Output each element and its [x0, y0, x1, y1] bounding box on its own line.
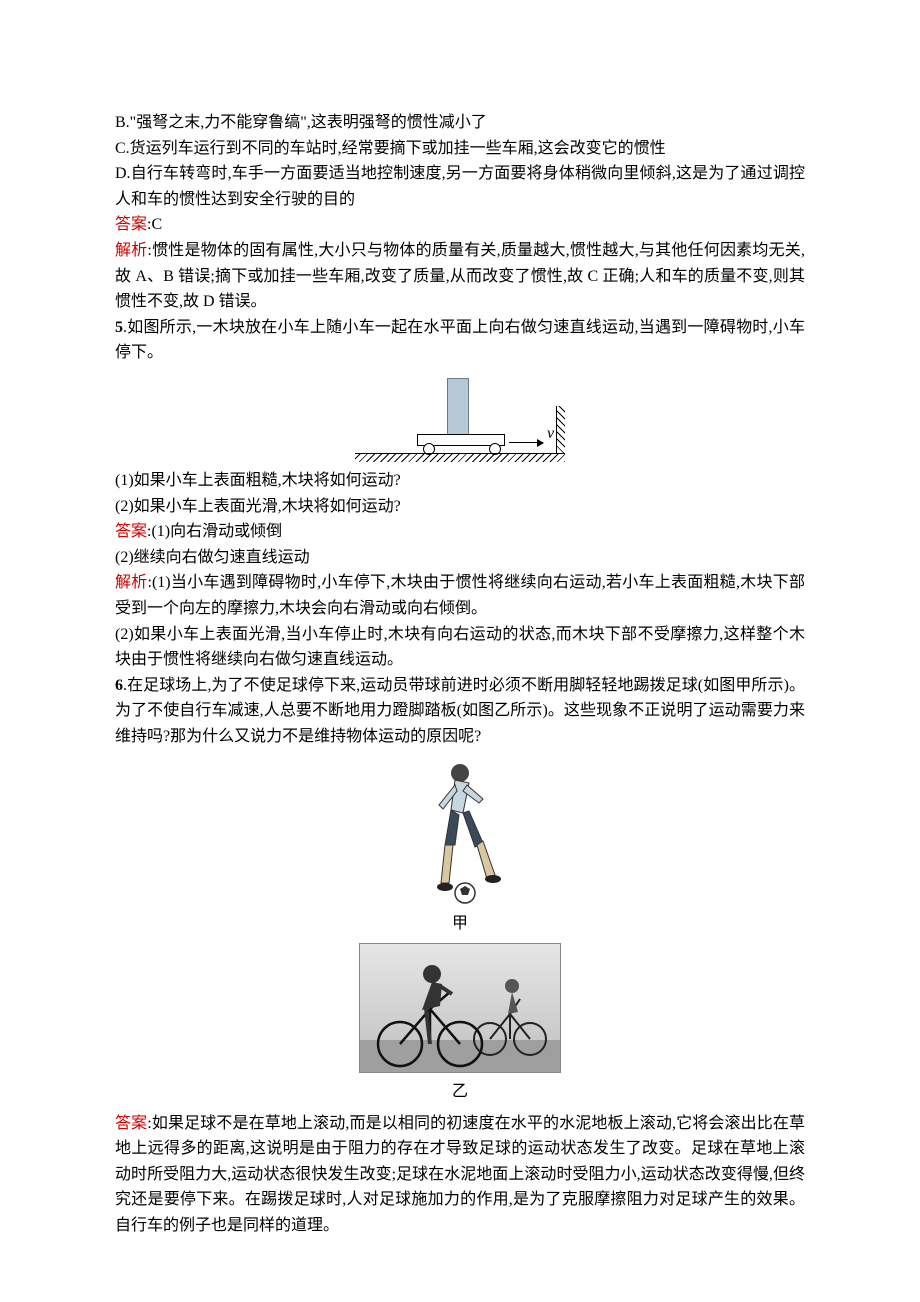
answer-label: 答案: [115, 216, 147, 233]
cart-block-diagram: v: [355, 372, 565, 462]
answer-label: 答案: [115, 1115, 147, 1132]
q6-ans-text: :如果足球不是在草地上滚动,而是以相同的初速度在水平的水泥地板上滚动,它将会滚出…: [115, 1115, 805, 1234]
q5-ans1: :(1)向右滑动或倾倒: [147, 523, 282, 540]
q4-answer: 答案:C: [115, 212, 805, 238]
q5-exp1: :(1)当小车遇到障碍物时,小车停下,木块由于惯性将继续向右运动,若小车上表面粗…: [115, 574, 805, 617]
q5-stem: 5.如图所示,一木块放在小车上随小车一起在水平面上向右做匀速直线运动,当遇到一障…: [115, 315, 805, 366]
answer-value: :C: [147, 216, 162, 233]
answer-label: 答案: [115, 523, 147, 540]
q6-figure-player: [115, 755, 805, 905]
page: B."强弩之末,力不能穿鲁缟",这表明强弩的惯性减小了 C.货运列车运行到不同的…: [0, 0, 920, 1302]
explain-text: :惯性是物体的固有属性,大小只与物体的质量有关,质量越大,惯性越大,与其他任何因…: [115, 242, 805, 310]
q5-explanation1: 解析:(1)当小车遇到障碍物时,小车停下,木块由于惯性将继续向右运动,若小车上表…: [115, 570, 805, 621]
q5-explanation2: (2)如果小车上表面光滑,当小车停止时,木块有向右运动的状态,而木块下部不受摩擦…: [115, 622, 805, 673]
velocity-arrow: [509, 442, 543, 443]
q5-sub1: (1)如果小车上表面粗糙,木块将如何运动?: [115, 468, 805, 494]
player-drawing: [405, 755, 515, 905]
caption-yi: 乙: [115, 1079, 805, 1105]
option-b: B."强弩之末,力不能穿鲁缟",这表明强弩的惯性减小了: [115, 110, 805, 136]
velocity-label: v: [547, 421, 554, 447]
q5-text: .如图所示,一木块放在小车上随小车一起在水平面上向右做匀速直线运动,当遇到一障碍…: [115, 319, 805, 362]
explain-label: 解析: [115, 242, 147, 259]
caption-jia: 甲: [115, 911, 805, 937]
wall-shape: [556, 406, 565, 454]
q4-explanation: 解析:惯性是物体的固有属性,大小只与物体的质量有关,质量越大,惯性越大,与其他任…: [115, 238, 805, 315]
q6-text: .在足球场上,为了不使足球停下来,运动员带球前进时必须不断用脚轻轻地踢拨足球(如…: [115, 677, 805, 745]
q5-figure: v: [115, 372, 805, 462]
option-d: D.自行车转弯时,车手一方面要适当地控制速度,另一方面要将身体稍微向里倾斜,这是…: [115, 161, 805, 212]
q5-ans2: (2)继续向右做匀速直线运动: [115, 545, 805, 571]
q6-answer: 答案:如果足球不是在草地上滚动,而是以相同的初速度在水平的水泥地板上滚动,它将会…: [115, 1111, 805, 1239]
q5-number: 5: [115, 319, 123, 336]
explain-label: 解析: [115, 574, 148, 591]
q6-number: 6: [115, 677, 123, 694]
q5-answer: 答案:(1)向右滑动或倾倒: [115, 519, 805, 545]
q6-figure-bike: [115, 943, 805, 1073]
q5-sub2: (2)如果小车上表面光滑,木块将如何运动?: [115, 494, 805, 520]
block-shape: [447, 378, 469, 435]
q6-stem: 6.在足球场上,为了不使足球停下来,运动员带球前进时必须不断用脚轻轻地踢拨足球(…: [115, 673, 805, 750]
ground-hatch: [355, 453, 565, 462]
option-c: C.货运列车运行到不同的车站时,经常要摘下或加挂一些车厢,这会改变它的惯性: [115, 136, 805, 162]
cyclists-drawing: [359, 943, 561, 1073]
